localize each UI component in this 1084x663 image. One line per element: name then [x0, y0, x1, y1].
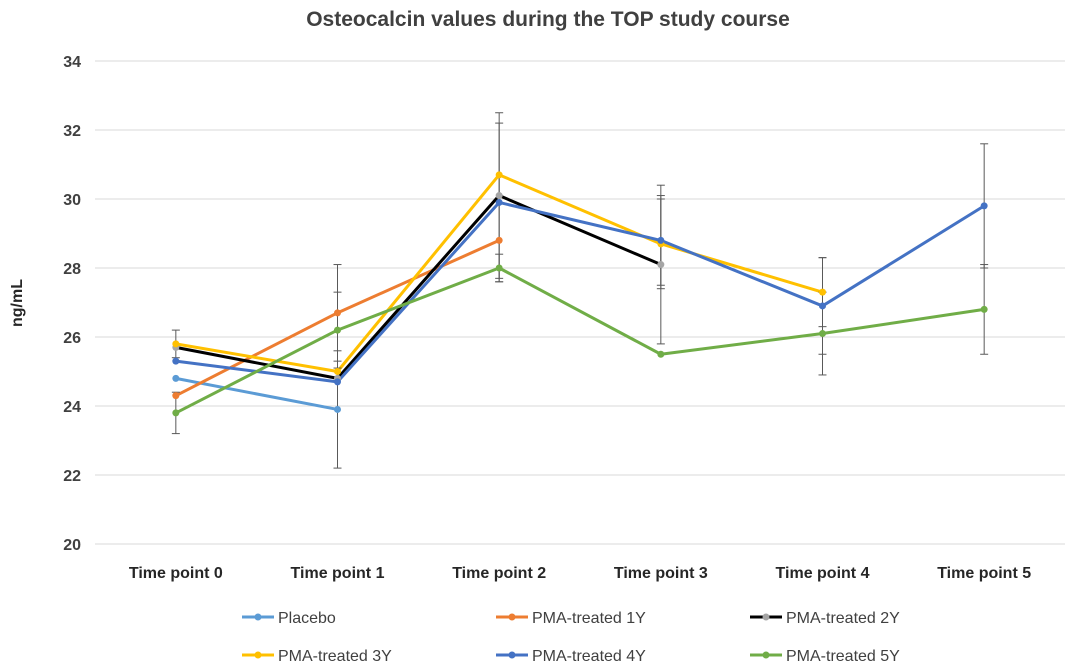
legend-label: Placebo [278, 610, 336, 627]
series-line-pma-treated-5y [175, 266, 985, 415]
data-point-pma-treated-1y [495, 236, 503, 244]
data-point-pma-treated-5y [495, 264, 503, 272]
data-point-pma-treated-2y [657, 261, 665, 269]
x-tick-label: Time point 0 [129, 565, 223, 582]
y-tick-label: 32 [63, 123, 81, 140]
data-point-pma-treated-4y [657, 236, 665, 244]
legend-entry-pma-treated-3y: PMA-treated 3Y [242, 648, 392, 663]
data-point-pma-treated-4y [980, 202, 988, 210]
data-point-pma-treated-4y [334, 378, 341, 386]
series-line-pma-treated-4y [175, 200, 985, 384]
y-tick-label: 24 [63, 399, 81, 416]
legend-entry-pma-treated-2y: PMA-treated 2Y [750, 610, 900, 627]
legend-entry-pma-treated-4y: PMA-treated 4Y [496, 648, 646, 663]
data-point-placebo [172, 374, 180, 382]
y-tick-label: 26 [63, 330, 81, 347]
y-tick-label: 22 [63, 468, 81, 485]
data-point-pma-treated-3y [334, 368, 341, 375]
legend-label: PMA-treated 4Y [532, 648, 646, 663]
y-tick-label: 20 [63, 537, 81, 554]
x-tick-label: Time point 5 [937, 565, 1031, 582]
data-point-pma-treated-3y [819, 288, 826, 296]
x-axis-ticks: Time point 0 Time point 1 Time point 2 Time… [129, 565, 1031, 582]
series-line-placebo [175, 376, 338, 411]
y-tick-label: 34 [63, 54, 81, 71]
data-point-pma-treated-4y [495, 198, 503, 206]
series-lines [175, 173, 985, 415]
x-tick-label: Time point 1 [291, 565, 385, 582]
data-point-pma-treated-4y [172, 357, 180, 365]
y-axis-ticks: 20 22 24 26 28 30 32 34 [63, 54, 81, 554]
x-tick-label: Time point 2 [452, 565, 546, 582]
legend-entry-pma-treated-5y: PMA-treated 5Y [750, 648, 900, 663]
y-tick-label: 30 [63, 192, 81, 209]
data-point-pma-treated-3y [495, 171, 503, 179]
legend-label: PMA-treated 3Y [278, 648, 392, 663]
legend: Placebo PMA-treated 1Y PMA-treated 2Y PMA-t… [242, 610, 900, 663]
x-tick-label: Time point 3 [614, 565, 708, 582]
legend-label: PMA-treated 2Y [786, 610, 900, 627]
y-axis-label: ng/mL [9, 279, 26, 327]
data-point-pma-treated-2y [495, 192, 503, 200]
series-markers [172, 171, 988, 417]
data-point-pma-treated-5y [819, 330, 826, 338]
y-tick-label: 28 [63, 261, 81, 278]
data-point-pma-treated-5y [172, 409, 180, 417]
data-point-placebo [334, 405, 341, 413]
data-point-pma-treated-5y [980, 305, 988, 313]
x-tick-label: Time point 4 [776, 565, 870, 582]
data-point-pma-treated-5y [334, 326, 341, 334]
data-point-pma-treated-4y [819, 302, 826, 310]
error-bars [171, 112, 989, 469]
data-point-pma-treated-3y [172, 340, 180, 348]
legend-entry-placebo: Placebo [242, 610, 336, 627]
data-point-pma-treated-1y [172, 392, 180, 400]
series-line-pma-treated-2y [175, 194, 662, 380]
data-point-pma-treated-5y [657, 350, 665, 358]
legend-label: PMA-treated 1Y [532, 610, 646, 627]
legend-entry-pma-treated-1y: PMA-treated 1Y [496, 610, 646, 627]
legend-label: PMA-treated 5Y [786, 648, 900, 663]
chart-title: Osteocalcin values during the TOP study … [306, 8, 790, 31]
gridlines [95, 60, 1065, 545]
data-point-pma-treated-1y [334, 309, 341, 317]
